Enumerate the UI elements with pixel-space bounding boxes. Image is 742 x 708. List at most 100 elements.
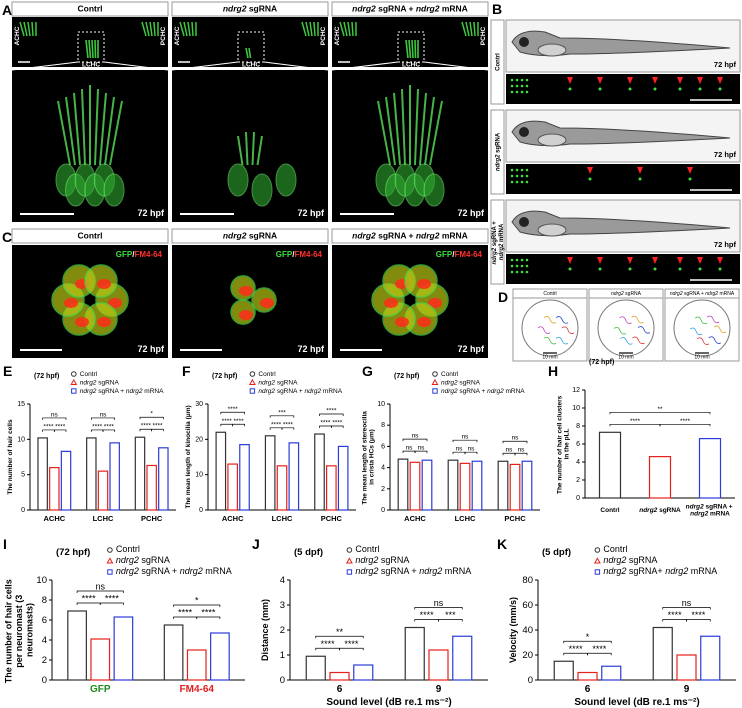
y-tick-label: 0 bbox=[576, 495, 580, 502]
x-axis-title: Sound level (dB re.1 ms⁻²) bbox=[574, 697, 699, 708]
column-title: ndrg2 sgRNA + ndrg2 mRNA bbox=[670, 291, 735, 297]
y-tick-label: 10 bbox=[195, 472, 203, 479]
region-label: PCHC bbox=[480, 26, 487, 45]
y-axis-title: The mean length of kinocilia (μm) bbox=[185, 405, 192, 508]
bar bbox=[577, 671, 598, 681]
hair-cell bbox=[423, 173, 445, 207]
significance-label: **** bbox=[178, 608, 193, 618]
bar bbox=[509, 463, 521, 511]
y-tick-label: 4 bbox=[576, 459, 580, 466]
significance-bracket bbox=[587, 652, 612, 656]
bar bbox=[337, 445, 349, 511]
hair-bundle bbox=[414, 39, 417, 59]
hair-bundle bbox=[347, 21, 351, 37]
legend-label: Contrl bbox=[80, 371, 98, 378]
neuromast bbox=[520, 90, 524, 94]
significance-bracket bbox=[196, 616, 221, 619]
panel-letter: D bbox=[498, 289, 508, 305]
y-tick-label: 20 bbox=[522, 650, 533, 661]
bar bbox=[67, 610, 87, 681]
column-title: ndrg2 sgRNA bbox=[611, 291, 642, 297]
hair-bundle bbox=[461, 21, 467, 37]
legend-label: ndrg2 sgRNA+ ndrg2 mRNA bbox=[603, 566, 717, 576]
bar bbox=[276, 465, 288, 511]
time-label: 72 hpf bbox=[714, 60, 737, 69]
arrowhead bbox=[717, 77, 723, 84]
region-label: LCHC bbox=[242, 61, 260, 68]
panel-letter: A bbox=[2, 2, 12, 18]
arena bbox=[673, 299, 731, 357]
bar bbox=[353, 664, 374, 681]
bar bbox=[652, 626, 673, 681]
bar bbox=[452, 635, 473, 681]
yolk bbox=[537, 223, 567, 237]
bar bbox=[305, 655, 326, 681]
legend-label: ndrg2 sgRNA + ndrg2 mRNA bbox=[80, 388, 164, 395]
column-header bbox=[11, 1, 169, 17]
neuromast bbox=[520, 264, 524, 268]
swim-trail bbox=[613, 326, 627, 335]
bar bbox=[210, 632, 230, 681]
neuromast bbox=[678, 267, 682, 271]
significance-bracket bbox=[319, 425, 332, 429]
bar bbox=[698, 438, 722, 499]
x-tick-label: LCHC bbox=[272, 514, 293, 523]
bar bbox=[397, 458, 409, 511]
arena bbox=[521, 299, 579, 357]
time-label: 72 hpf bbox=[137, 208, 165, 218]
panel-letter: I bbox=[3, 536, 7, 552]
significance-label: **** bbox=[420, 610, 435, 620]
significance-label: **** bbox=[321, 639, 336, 649]
significance-label: ns bbox=[512, 434, 520, 441]
arena-box bbox=[588, 288, 664, 362]
neuromast bbox=[515, 258, 519, 262]
region-label: PCHC bbox=[320, 26, 327, 45]
zoom-box bbox=[77, 31, 105, 63]
neuromast bbox=[525, 168, 529, 172]
hair-bundle bbox=[27, 21, 31, 37]
kinocilium bbox=[385, 96, 396, 166]
y-tick-label: 80 bbox=[522, 575, 533, 586]
fm-stain bbox=[417, 317, 432, 328]
neuromast bbox=[525, 258, 529, 262]
y-tick-label: 10 bbox=[572, 405, 580, 412]
legend-label: ndrg2 sgRNA bbox=[441, 379, 481, 386]
fm-stain bbox=[384, 298, 398, 309]
row-label-box bbox=[490, 109, 505, 195]
y-tick-label: 60 bbox=[522, 600, 533, 611]
scale-label: 10 mm bbox=[694, 355, 709, 361]
x-tick-label: ndrg2 sgRNA + ndrg2 mRNA bbox=[686, 503, 735, 517]
significance-bracket bbox=[502, 440, 528, 444]
hair-bundle bbox=[339, 21, 345, 37]
x-tick-label: ACHC bbox=[222, 514, 244, 523]
significance-label: **** bbox=[668, 610, 683, 620]
neuromast bbox=[515, 90, 519, 94]
hair-bundle bbox=[248, 47, 252, 59]
significance-bracket bbox=[53, 429, 67, 432]
neuromast bbox=[515, 270, 519, 274]
hair-bundle bbox=[183, 21, 188, 37]
yolk bbox=[537, 133, 567, 147]
zoom-line bbox=[103, 61, 169, 71]
zoom-box bbox=[397, 31, 425, 63]
panel-letter: J bbox=[252, 536, 260, 552]
y-tick-label: 10 bbox=[36, 575, 47, 586]
kinocilium bbox=[256, 135, 263, 166]
zoom-line bbox=[11, 61, 79, 71]
bar bbox=[86, 437, 97, 511]
significance-label: **** bbox=[152, 422, 163, 429]
legend-label: ndrg2 sgRNA + ndrg2 mRNA bbox=[355, 566, 471, 576]
bar bbox=[428, 649, 449, 681]
fm-stain bbox=[416, 278, 431, 289]
neuromast bbox=[510, 90, 514, 94]
arena-box bbox=[512, 288, 588, 362]
neuromast bbox=[520, 168, 524, 172]
significance-label: **** bbox=[691, 610, 706, 620]
significance-label: **** bbox=[680, 418, 691, 425]
swim-trail bbox=[637, 326, 651, 334]
significance-bracket bbox=[659, 423, 711, 427]
arrowhead bbox=[637, 167, 643, 174]
significance-label: ns bbox=[468, 445, 476, 452]
hair-cell bbox=[103, 173, 125, 207]
x-tick-label: GFP bbox=[90, 684, 111, 695]
